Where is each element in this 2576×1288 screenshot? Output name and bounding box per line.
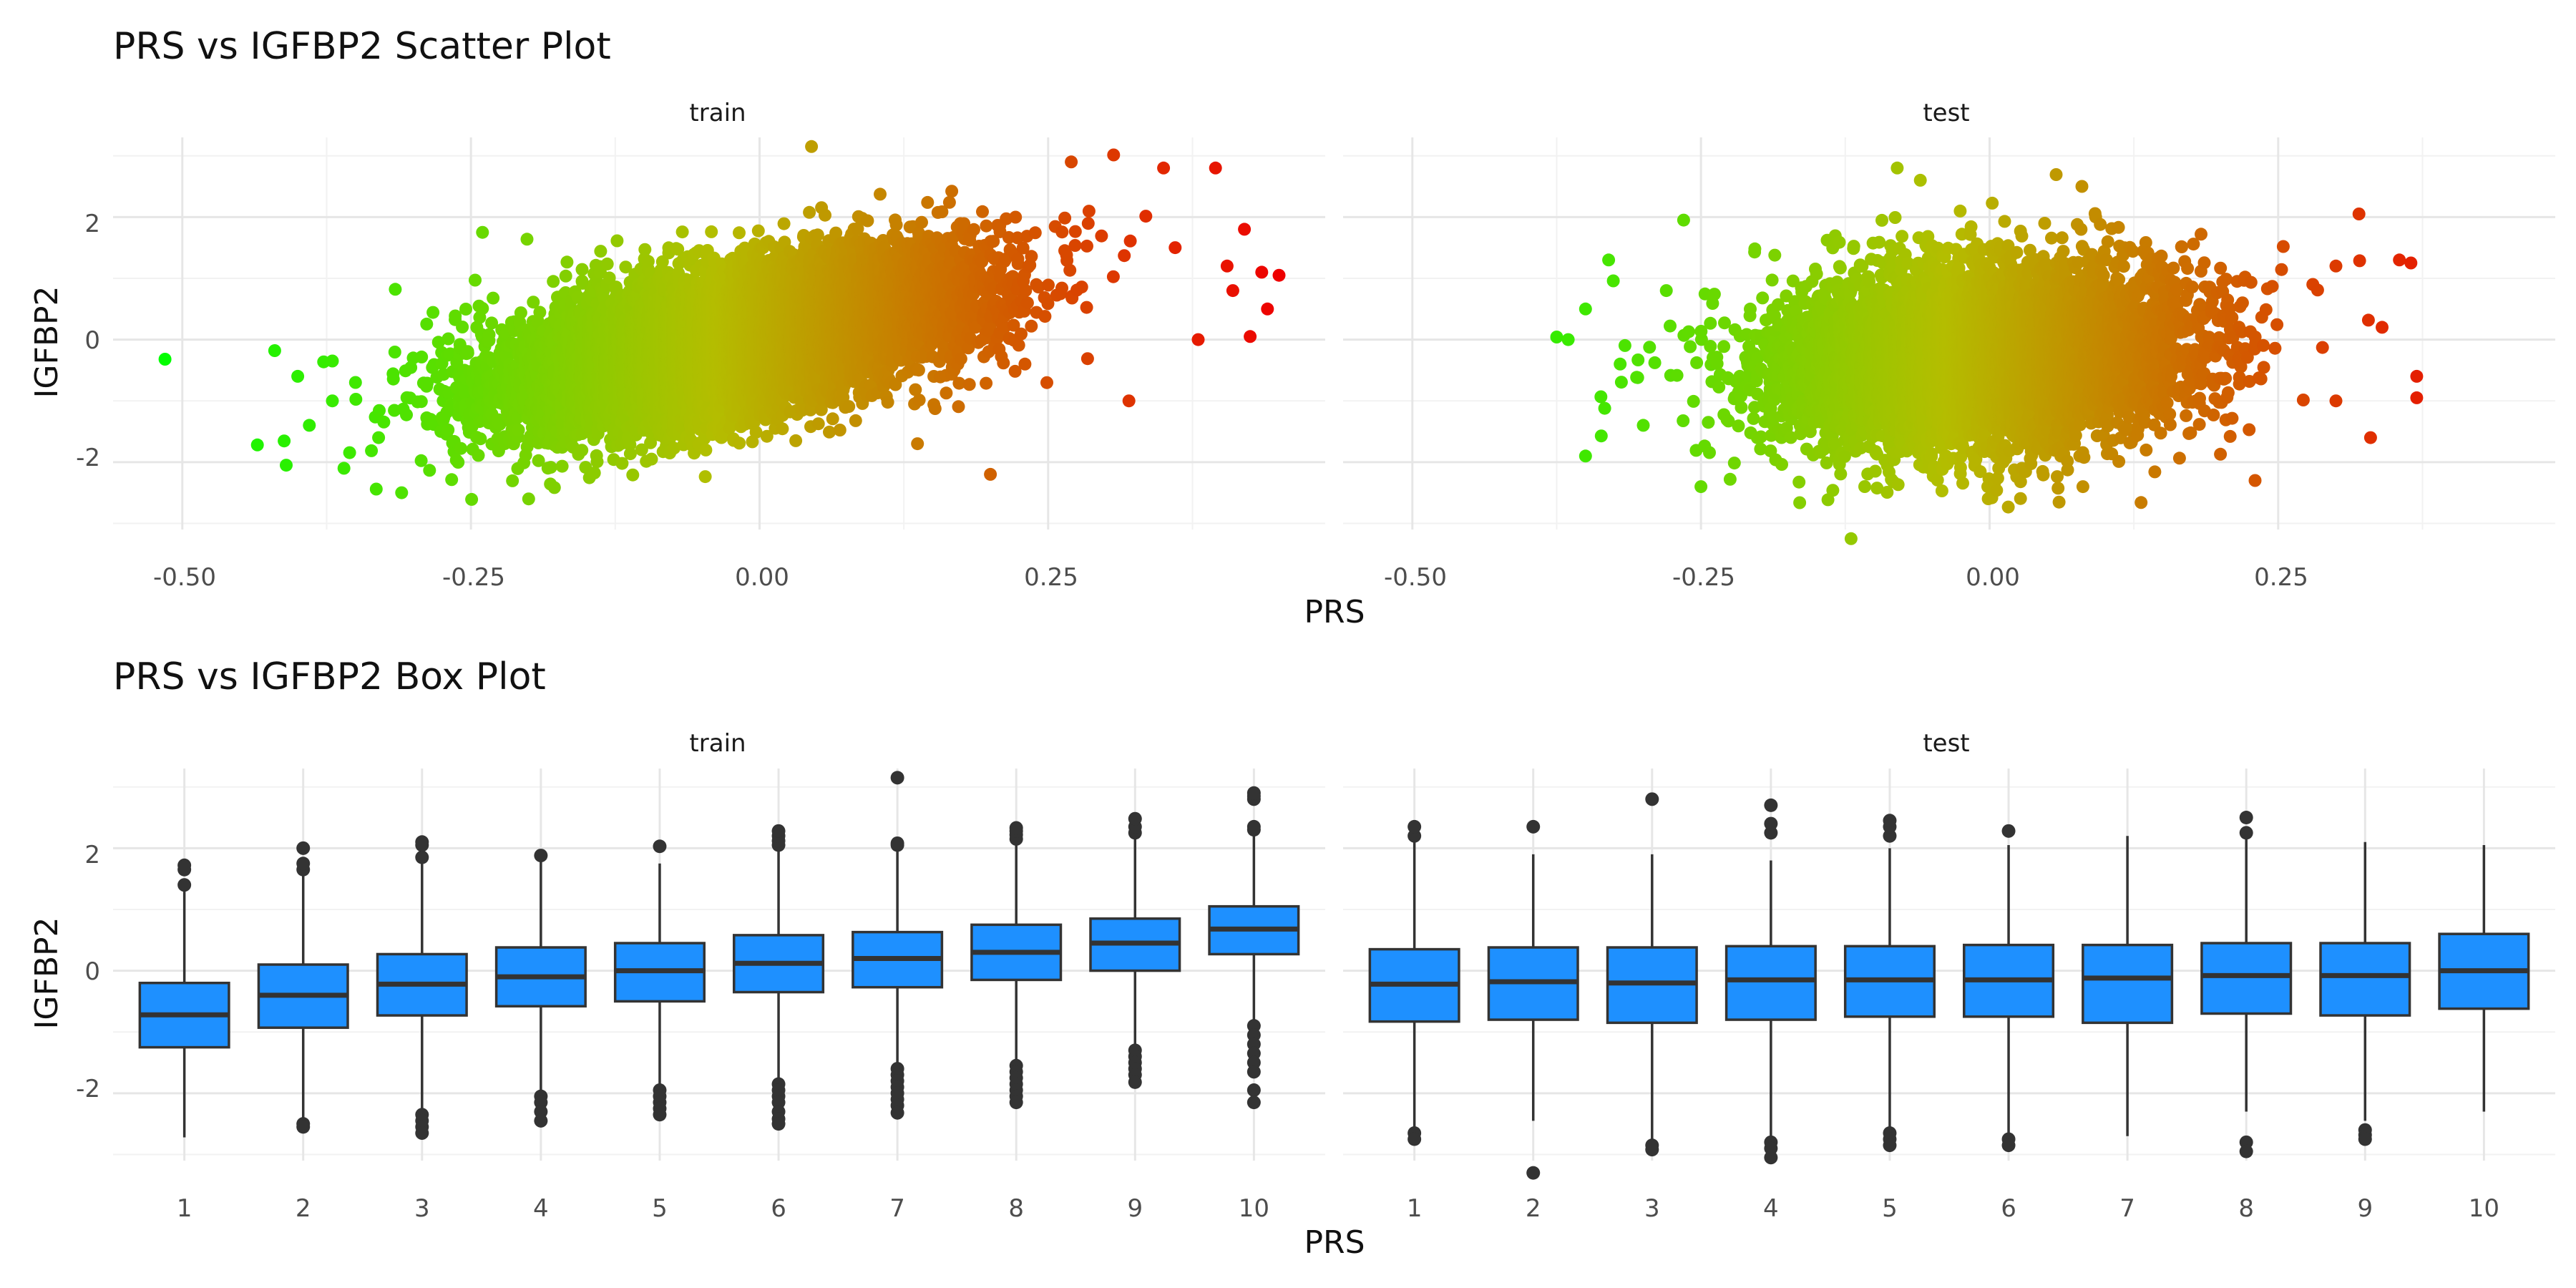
- scatter-point: [547, 275, 560, 288]
- scatter-point: [420, 317, 434, 331]
- scatter-point: [699, 443, 713, 457]
- scatter-point: [733, 436, 746, 450]
- scatter-point: [506, 474, 519, 487]
- scatter-point: [372, 431, 386, 444]
- scatter-point: [348, 376, 362, 389]
- scatter-point: [343, 446, 356, 459]
- scatter-point: [587, 466, 601, 479]
- scatter-point: [395, 486, 409, 499]
- scatter-point: [441, 423, 455, 436]
- scatter-point: [527, 296, 540, 309]
- scatter-point: [705, 225, 718, 238]
- scatter-point: [547, 481, 561, 494]
- scatter-point: [449, 309, 462, 323]
- scatter-point: [559, 269, 572, 283]
- scatter-point: [337, 462, 351, 475]
- scatter-point: [441, 332, 455, 346]
- scatter-point: [278, 434, 291, 448]
- scatter-point: [520, 233, 534, 246]
- scatter-point: [575, 444, 589, 457]
- scatter-point: [280, 459, 293, 472]
- scatter-strip-test: test: [1923, 99, 1969, 127]
- scatter-point: [388, 346, 401, 358]
- scatter-point: [365, 444, 379, 457]
- scatter-point: [423, 464, 436, 477]
- scatter-point: [476, 302, 489, 315]
- scatter-point: [638, 243, 652, 256]
- scatter-point: [400, 408, 413, 421]
- scatter-point: [303, 419, 316, 432]
- scatter-point: [465, 492, 479, 506]
- scatter-point: [476, 225, 489, 239]
- scatter-point: [575, 263, 589, 276]
- scatter-point: [452, 456, 465, 469]
- scatter-point: [250, 438, 264, 452]
- scatter-point: [555, 459, 569, 473]
- scatter-point: [445, 473, 459, 487]
- scatter-point: [431, 336, 445, 349]
- scatter-point: [469, 273, 482, 287]
- scatter-point: [421, 376, 434, 390]
- scatter-point: [485, 316, 499, 330]
- scatter-point: [560, 255, 574, 269]
- scatter-point: [533, 306, 547, 319]
- scatter-point: [389, 283, 402, 296]
- scatter-point: [415, 350, 429, 364]
- scatter-point: [600, 257, 614, 270]
- scatter-point: [377, 415, 391, 429]
- scatter-plot-title: PRS vs IGFBP2 Scatter Plot: [113, 25, 611, 68]
- scatter-point: [512, 424, 525, 436]
- scatter-point: [461, 346, 474, 360]
- scatter-point: [456, 321, 469, 333]
- scatter-point: [158, 353, 172, 366]
- scatter-point: [426, 306, 440, 319]
- scatter-point: [626, 468, 640, 482]
- scatter-point: [459, 303, 472, 316]
- scatter-point: [544, 461, 557, 474]
- scatter-point: [369, 482, 383, 496]
- scatter-point: [386, 372, 400, 386]
- scatter-point: [487, 291, 500, 305]
- scatter-point: [472, 449, 485, 462]
- scatter-point: [414, 454, 428, 467]
- scatter-point: [373, 404, 386, 417]
- scatter-point: [291, 369, 305, 383]
- scatter-point: [482, 328, 496, 341]
- scatter-points-train: [158, 140, 1286, 506]
- scatter-point: [733, 226, 746, 240]
- scatter-point: [454, 441, 468, 455]
- scatter-strip-train: train: [689, 99, 746, 127]
- scatter-point: [675, 225, 689, 239]
- scatter-point: [645, 452, 658, 466]
- scatter-point: [610, 234, 624, 248]
- scatter-point: [590, 455, 604, 469]
- scatter-point: [576, 276, 590, 290]
- scatter-point: [532, 454, 545, 467]
- scatter-point: [594, 245, 608, 258]
- scatter-point: [623, 447, 637, 461]
- scatter-point: [698, 470, 712, 484]
- scatter-point: [514, 306, 527, 320]
- scatter-point: [522, 492, 535, 506]
- scatter-point: [268, 344, 281, 357]
- scatter-point: [326, 354, 339, 368]
- scatter-point: [474, 432, 487, 446]
- scatter-point: [414, 395, 428, 409]
- scatter-point: [326, 394, 339, 408]
- scatter-point: [349, 393, 363, 406]
